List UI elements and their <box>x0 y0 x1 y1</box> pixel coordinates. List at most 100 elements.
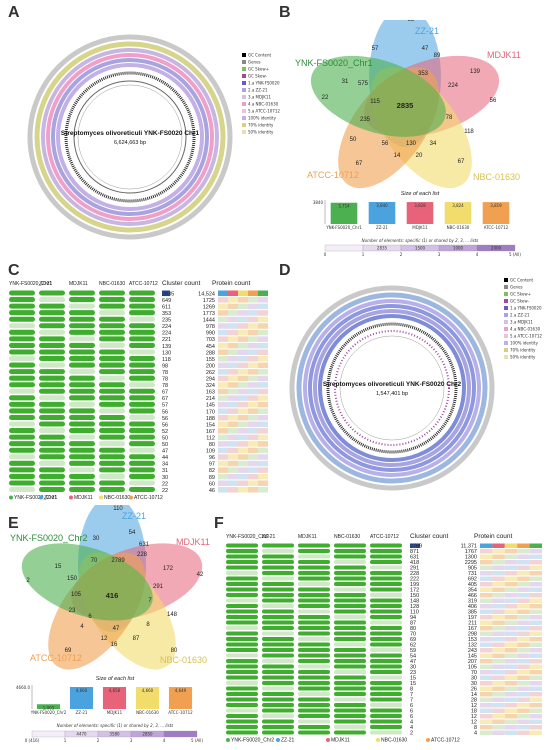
legend-label: ZZ-21 <box>281 738 295 744</box>
protein-segment <box>248 480 258 486</box>
legend-label: 2.a ZZ-21 <box>510 313 530 318</box>
protein-segment <box>228 388 238 395</box>
presence-cell <box>99 375 125 381</box>
presence-cell <box>69 323 95 329</box>
presence-cell <box>129 447 155 453</box>
presence-cell <box>99 401 125 407</box>
protein-segment <box>238 395 248 401</box>
bar-value: 3,824 <box>452 203 464 208</box>
presence-cell <box>370 565 402 570</box>
presence-cell <box>9 342 35 348</box>
presence-cell <box>298 653 330 658</box>
presence-cell <box>226 615 258 619</box>
presence-cell <box>370 719 402 724</box>
protein-segment <box>238 434 248 441</box>
scale-tick: 2 <box>400 252 403 257</box>
presence-cell <box>39 323 65 329</box>
presence-cell <box>334 708 366 713</box>
bar-name: ATCC-10712 <box>484 225 509 230</box>
ring-mdjk <box>308 304 476 472</box>
cluster-count: 50 <box>162 435 168 441</box>
legend-swatch <box>242 130 246 134</box>
presence-cell <box>370 686 402 691</box>
protein-segment <box>504 648 518 653</box>
protein-segment <box>238 460 248 467</box>
presence-cell <box>298 620 330 625</box>
protein-segment <box>228 395 238 401</box>
protein-segment <box>529 554 542 559</box>
ring-atcc <box>34 41 226 233</box>
protein-segment <box>529 615 542 620</box>
protein-segment <box>492 587 505 592</box>
legend-swatch <box>69 495 73 500</box>
panel-label-a: A <box>8 4 20 21</box>
protein-segment <box>504 659 518 664</box>
presence-cell <box>99 414 125 420</box>
set-label-mdjk11: MDJK11 <box>487 50 521 60</box>
venn-count: 23 <box>69 608 76 614</box>
presence-cell <box>39 362 65 368</box>
set-label-ynk: YNK-FS0020_Chr1 <box>295 58 373 68</box>
protein-count: 324 <box>206 383 215 389</box>
protein-segment <box>492 642 505 647</box>
ring-nbc <box>41 48 219 226</box>
protein-segment <box>248 428 258 434</box>
protein-segment <box>529 593 542 598</box>
presence-cell <box>370 637 402 641</box>
protein-segment <box>218 303 228 310</box>
cluster-count: 80 <box>410 626 416 632</box>
presence-cell <box>129 487 155 493</box>
presence-cell <box>226 692 258 696</box>
cluster-count: 34 <box>162 462 168 468</box>
presence-cell <box>298 703 330 707</box>
protein-segment <box>248 467 258 473</box>
cluster-count: 7 <box>410 697 413 703</box>
protein-segment <box>529 565 542 570</box>
presence-cell <box>9 316 35 322</box>
protein-segment <box>480 692 493 697</box>
bar-chart-b: 3840 3,714 YNK-FS0020_Chr1 3,840 ZZ-21 3,828 M… <box>313 200 510 230</box>
protein-segment <box>238 297 248 303</box>
presence-cell <box>370 681 402 685</box>
presence-cell <box>298 576 330 581</box>
presence-cell <box>262 560 294 564</box>
protein-count: 12 <box>471 719 477 725</box>
protein-segment <box>480 543 493 548</box>
protein-segment <box>492 681 505 686</box>
protein-segment <box>492 576 505 581</box>
protein-segment <box>492 626 505 631</box>
presence-cell <box>69 290 95 296</box>
protein-segment <box>238 480 248 486</box>
presence-cell <box>370 692 402 696</box>
presence-cell <box>129 408 155 414</box>
protein-segment <box>238 441 248 447</box>
legend-swatch <box>242 53 246 57</box>
cluster-count: 30 <box>410 664 416 670</box>
protein-count: 12 <box>471 703 477 709</box>
presence-cell <box>129 414 155 420</box>
presence-cell <box>298 675 330 680</box>
presence-cell <box>298 714 330 718</box>
presence-cell <box>99 454 125 460</box>
bar <box>368 202 396 224</box>
presence-cell <box>298 670 330 674</box>
column-header: ATCC-10712 <box>370 534 399 540</box>
presence-cell <box>370 571 402 575</box>
presence-cell <box>262 637 294 641</box>
presence-cell <box>226 670 258 674</box>
legend-label: 50% identity <box>510 355 536 360</box>
presence-cell <box>69 414 95 420</box>
cluster-count: 118 <box>162 357 171 363</box>
protein-segment <box>248 421 258 428</box>
presence-cell <box>9 414 35 420</box>
presence-cell <box>262 697 294 702</box>
protein-segment <box>529 604 542 609</box>
protein-segment <box>238 342 248 349</box>
presence-cell <box>99 310 125 316</box>
protein-segment <box>504 571 518 576</box>
cluster-count: 110 <box>410 609 419 615</box>
protein-segment <box>529 609 542 614</box>
protein-count: 1725 <box>203 298 215 304</box>
bar <box>330 202 358 224</box>
protein-segment <box>228 487 238 493</box>
